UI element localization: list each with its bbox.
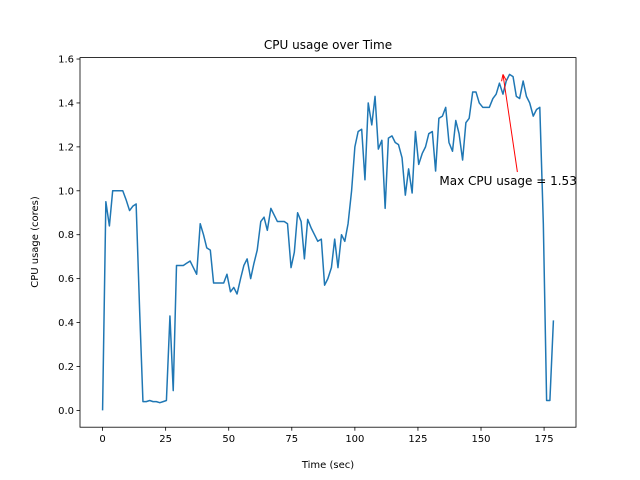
data-line (101, 73, 555, 411)
x-axis-label: Time (sec) (301, 460, 354, 471)
annotation-arrow (502, 74, 518, 173)
y-tick-label: 1.2 (58, 142, 74, 153)
x-tick-label: 150 (471, 434, 490, 445)
y-tick-label: 0.0 (58, 406, 74, 417)
plot-frame (79, 57, 577, 428)
y-tick-label: 0.6 (58, 274, 74, 285)
x-tick-label: 175 (535, 434, 554, 445)
x-tick-label: 50 (222, 434, 235, 445)
annotation-arrowhead (501, 74, 507, 82)
x-tick-label: 100 (345, 434, 364, 445)
y-tick-label: 0.2 (58, 362, 74, 373)
x-tick-label: 0 (99, 434, 105, 445)
x-tick-label: 75 (285, 434, 298, 445)
y-tick-label: 0.4 (58, 318, 74, 329)
y-tick-label: 1.0 (58, 186, 74, 197)
x-tick-label: 125 (408, 434, 427, 445)
y-tick-label: 1.6 (58, 55, 74, 66)
x-tick-label: 25 (159, 434, 172, 445)
y-tick-label: 0.8 (58, 230, 74, 241)
chart-title: CPU usage over Time (264, 38, 392, 52)
annotation-text: Max CPU usage = 1.53 (439, 174, 576, 188)
y-axis-label: CPU usage (cores) (30, 196, 41, 288)
y-tick-label: 1.4 (58, 98, 74, 109)
